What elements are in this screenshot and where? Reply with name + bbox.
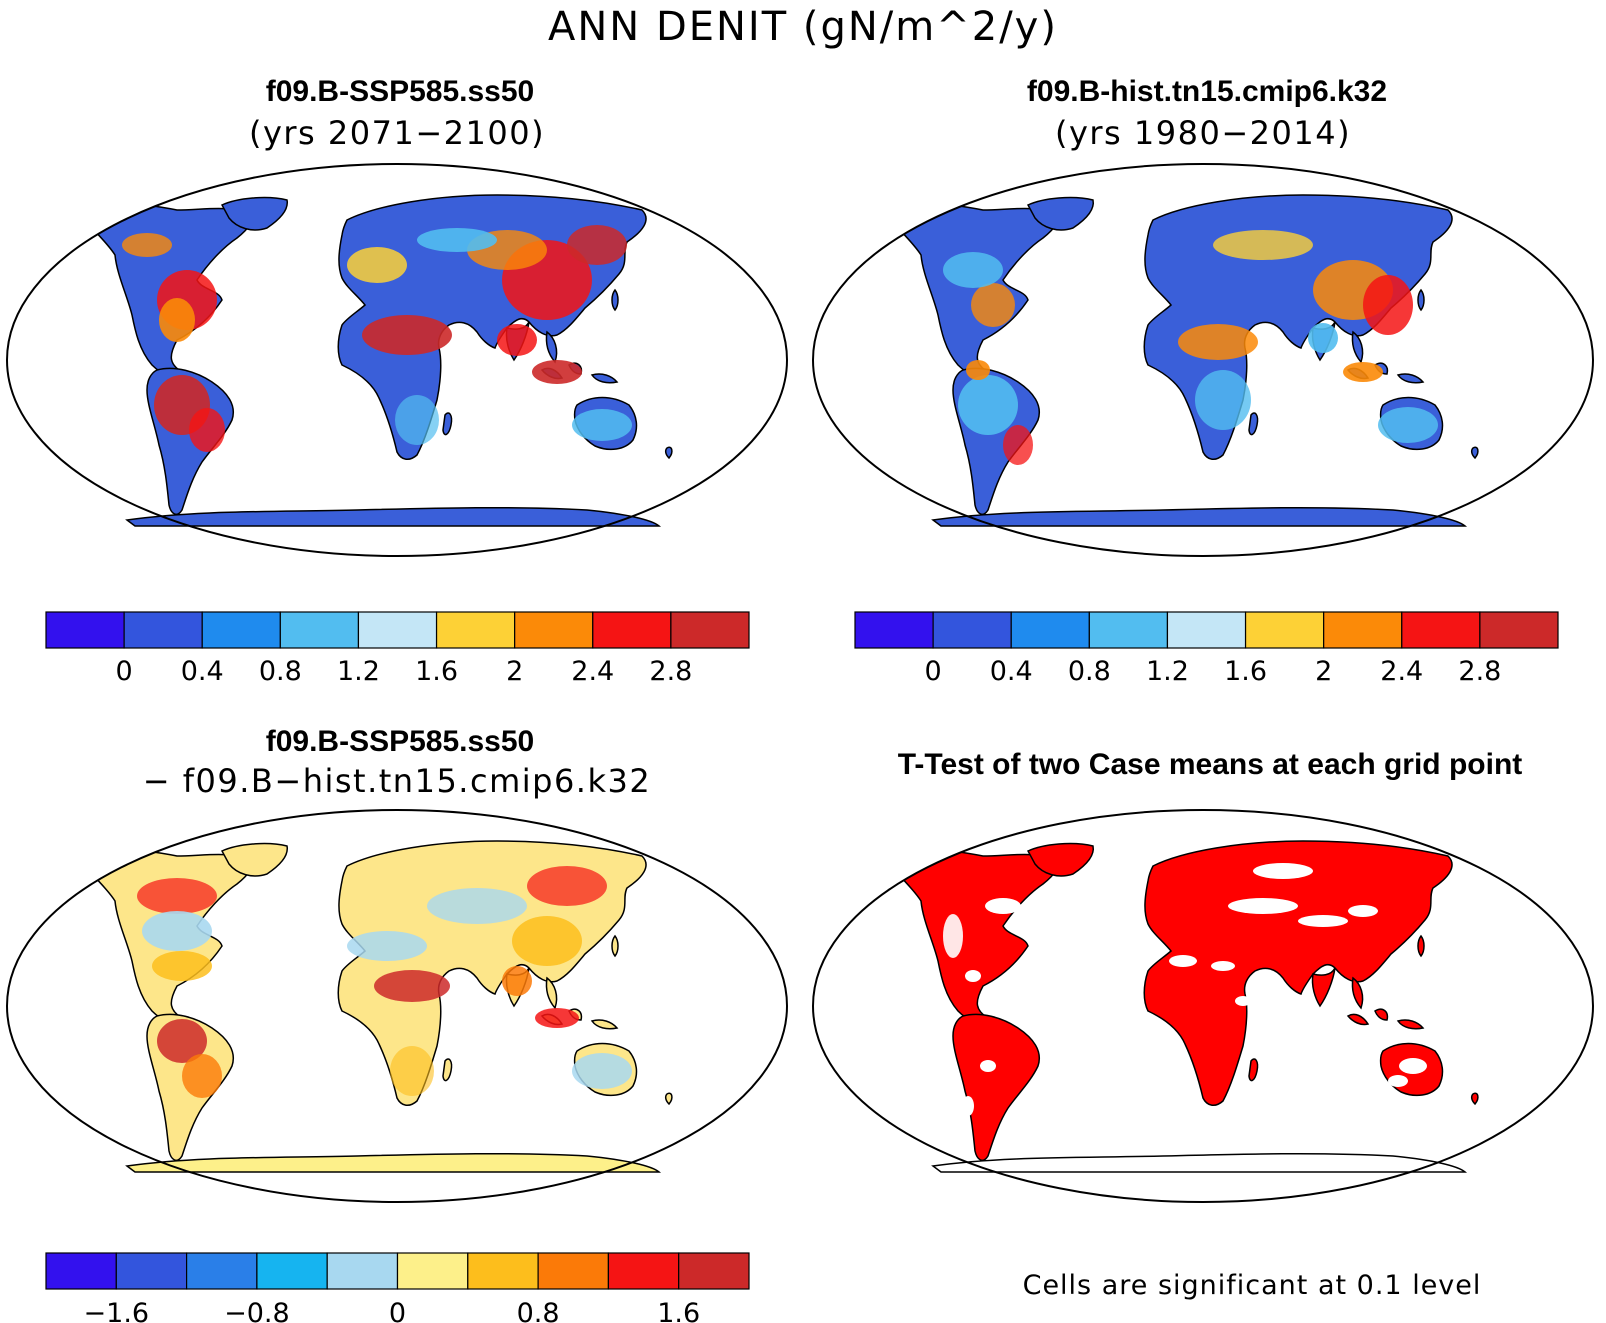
panel-title-future: f09.B-SSP585.ss50 [266, 75, 535, 108]
colorbar-tick-label: −0.8 [224, 1298, 290, 1323]
panel-title-historical: f09.B-hist.tn15.cmip6.k32 [1027, 75, 1387, 108]
panel-title-ttest: T-Test of two Case means at each grid po… [898, 748, 1523, 781]
colorbar-tick-label: 1.2 [1146, 656, 1189, 687]
colorbar-tick-label: 1.6 [657, 1298, 700, 1323]
hotspots-difference [137, 866, 632, 1098]
map-historical [812, 163, 1594, 557]
colorbar-swatch [932, 611, 1012, 649]
colorbar-swatch [256, 1252, 328, 1290]
colorbar-swatch [279, 611, 360, 649]
significance-note: Cells are significant at 0.1 level [1023, 1270, 1482, 1301]
colorbar-tick-label: 2.4 [1380, 656, 1423, 687]
colorbar-swatch [396, 1252, 469, 1290]
colorbar-swatch [1010, 611, 1090, 649]
colorbar-tick-label: 2.8 [1458, 656, 1501, 687]
colorbar-tick-label: 0.8 [1068, 656, 1111, 687]
colorbar-swatch [1479, 611, 1559, 649]
colorbar-swatch [1088, 611, 1169, 649]
map-difference [6, 809, 788, 1203]
colorbar-tick-label: 2 [1315, 656, 1332, 687]
colorbar-tick-label: 0 [116, 656, 133, 687]
colorbar-future: 0 0.4 0.8 1.2 1.6 2 2.4 2.8 [45, 611, 750, 687]
colorbar-swatch [1166, 611, 1247, 649]
insignificant-cells [943, 863, 1427, 1116]
colorbar-tick-label: 2 [506, 656, 523, 687]
colorbar-tick-label: 0 [389, 1298, 406, 1323]
colorbar-historical: 0 0.4 0.8 1.2 1.6 2 2.4 2.8 [854, 611, 1559, 687]
colorbar-swatch [45, 1252, 117, 1290]
colorbar-swatch [592, 611, 672, 649]
colorbar-swatch [357, 611, 438, 649]
hotspots-historical [943, 230, 1438, 465]
colorbar-swatch [537, 1252, 609, 1290]
panel-title-difference: f09.B-SSP585.ss50 [266, 725, 535, 758]
colorbar-difference: −1.6 −0.8 0 0.8 1.6 [45, 1252, 750, 1323]
panel-subtitle-difference: − f09.B−hist.tn15.cmip6.k32 [143, 762, 651, 800]
colorbar-swatch [186, 1252, 258, 1290]
colorbar-swatch [467, 1252, 539, 1290]
map-future [6, 163, 788, 557]
colorbar-tick-label: 1.6 [415, 656, 458, 687]
colorbar-swatch [326, 1252, 399, 1290]
colorbar-swatch [678, 1252, 750, 1290]
colorbar-tick-label: 0.8 [517, 1298, 560, 1323]
colorbar-swatch [1244, 611, 1325, 649]
map-ttest [812, 809, 1594, 1203]
colorbar-swatch [854, 611, 934, 649]
colorbar-swatch [115, 1252, 188, 1290]
colorbar-swatch [514, 611, 594, 649]
colorbar-tick-label: 0.4 [990, 656, 1033, 687]
colorbar-tick-label: 2.8 [649, 656, 692, 687]
colorbar-tick-label: 1.6 [1224, 656, 1267, 687]
colorbar-swatch [45, 611, 125, 649]
panel-subtitle-historical: (yrs 1980−2014) [1055, 114, 1351, 152]
colorbar-tick-label: 1.2 [337, 656, 380, 687]
colorbar-swatch [435, 611, 516, 649]
colorbar-tick-label: 0.8 [259, 656, 302, 687]
colorbar-tick-label: −1.6 [84, 1298, 150, 1323]
hotspots-future [122, 225, 632, 452]
colorbar-swatch [670, 611, 750, 649]
colorbar-tick-label: 0.4 [181, 656, 224, 687]
colorbar-tick-label: 2.4 [571, 656, 614, 687]
colorbar-swatch [123, 611, 203, 649]
colorbar-swatch [201, 611, 281, 649]
colorbar-swatch [1323, 611, 1403, 649]
colorbar-swatch [607, 1252, 680, 1290]
colorbar-tick-label: 0 [925, 656, 942, 687]
figure-title: ANN DENIT (gN/m^2/y) [548, 4, 1058, 50]
colorbar-swatch [1401, 611, 1481, 649]
panel-subtitle-future: (yrs 2071−2100) [249, 114, 545, 152]
